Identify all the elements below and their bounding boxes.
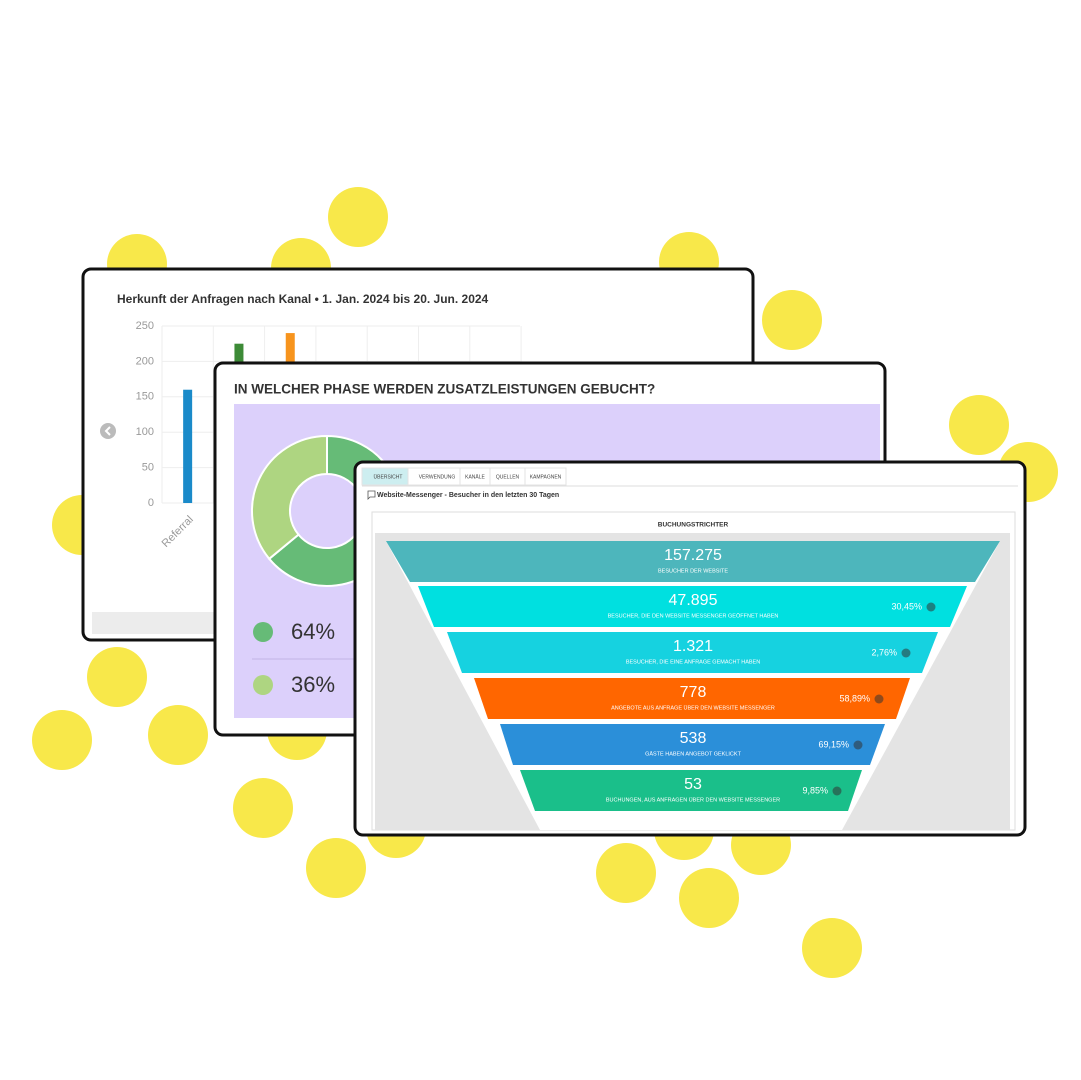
stage-label: BESUCHER, DIE DEN WEBSITE MESSENGER GEÖF… bbox=[608, 612, 779, 619]
funnel-stage bbox=[500, 724, 885, 765]
legend-swatch bbox=[253, 622, 273, 642]
stage-value: 157.275 bbox=[664, 547, 722, 564]
info-icon[interactable] bbox=[874, 694, 884, 704]
info-icon[interactable] bbox=[926, 602, 936, 612]
stage-value: 1.321 bbox=[673, 638, 713, 655]
y-tick-label: 0 bbox=[148, 497, 154, 509]
funnel-card: Website-Messenger - Besucher in den letz… bbox=[355, 462, 1025, 835]
stage-label: BESUCHER DER WEBSITE bbox=[658, 568, 728, 574]
info-icon[interactable] bbox=[832, 786, 842, 796]
subtitle: Website-Messenger - Besucher in den letz… bbox=[377, 492, 559, 499]
stage-value: 47.895 bbox=[669, 592, 718, 609]
tab-label: ÜBERSICHT bbox=[374, 473, 403, 480]
chart-title: IN WELCHER PHASE WERDEN ZUSATZLEISTUNGEN… bbox=[234, 382, 655, 397]
prev-arrow[interactable] bbox=[100, 423, 116, 439]
stage-label: BESUCHER, DIE EINE ANFRAGE GEMACHT HABEN bbox=[626, 659, 760, 665]
info-icon[interactable] bbox=[901, 648, 911, 658]
y-tick-label: 50 bbox=[142, 462, 154, 474]
funnel-stage bbox=[520, 770, 862, 811]
stage-rate: 2,76% bbox=[871, 647, 897, 657]
stage-rate: 9,85% bbox=[802, 785, 828, 795]
stage-label: ANGEBOTE AUS ANFRAGE ÜBER DEN WEBSITE ME… bbox=[611, 704, 775, 711]
stage-rate: 30,45% bbox=[891, 601, 922, 611]
stage-rate: 58,89% bbox=[839, 693, 870, 703]
tab-label: VERWENDUNG bbox=[419, 474, 456, 480]
funnel-stage bbox=[474, 678, 910, 719]
tab[interactable] bbox=[524, 467, 567, 486]
chart-title: Herkunft der Anfragen nach Kanal • 1. Ja… bbox=[117, 292, 489, 306]
value-label: 64% bbox=[291, 619, 335, 644]
bar bbox=[183, 389, 193, 503]
stage-rate: 69,15% bbox=[818, 739, 849, 749]
y-tick-label: 150 bbox=[136, 391, 154, 403]
funnel-stage bbox=[386, 541, 1000, 582]
tab-label: KAMPAGNEN bbox=[530, 474, 562, 480]
donut-segment bbox=[251, 434, 328, 561]
stage-label: BUCHUNGEN, AUS ANFRAGEN ÜBER DEN WEBSITE… bbox=[606, 796, 780, 803]
stage-value: 538 bbox=[680, 730, 707, 747]
tab-label: QUELLEN bbox=[496, 474, 520, 480]
value-label: 36% bbox=[291, 672, 335, 697]
funnel-stage bbox=[447, 632, 938, 673]
y-tick-label: 250 bbox=[136, 320, 154, 332]
y-tick-label: 100 bbox=[136, 426, 154, 438]
legend-swatch bbox=[253, 675, 273, 695]
stage-label: GÄSTE HABEN ANGEBOT GEKLICKT bbox=[645, 750, 742, 757]
stage-value: 53 bbox=[684, 776, 702, 793]
card-border bbox=[353, 460, 1027, 837]
tab-label: KANÄLE bbox=[465, 473, 485, 480]
funnel-stage bbox=[418, 586, 967, 627]
y-tick-label: 200 bbox=[136, 355, 154, 367]
info-icon[interactable] bbox=[853, 740, 863, 750]
stage-value: 778 bbox=[680, 684, 707, 701]
funnel-title: BUCHUNGSTRICHTER bbox=[658, 522, 729, 529]
